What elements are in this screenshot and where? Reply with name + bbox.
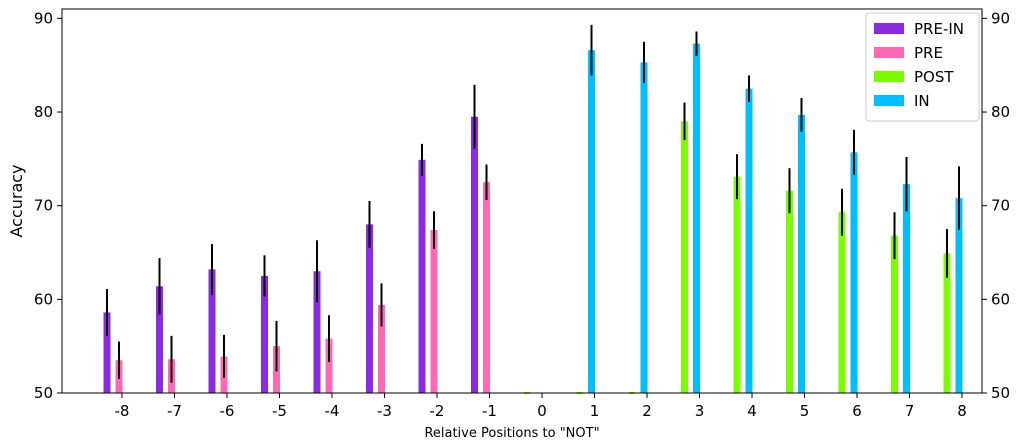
bar-pre-in--8 xyxy=(103,312,111,393)
x-tick-label--5: -5 xyxy=(272,402,287,420)
x-tick-label--8: -8 xyxy=(115,402,130,420)
error-bars-layer xyxy=(106,24,960,383)
bar-post-7 xyxy=(891,235,898,393)
x-tick-label--7: -7 xyxy=(167,402,182,420)
bar-pre--4 xyxy=(325,338,333,393)
bar-post-4 xyxy=(733,176,741,393)
x-tick-label-0: 0 xyxy=(537,402,547,420)
legend-label-post: POST xyxy=(914,68,954,86)
right-tick-label-60: 60 xyxy=(991,290,1010,308)
bar-pre--2 xyxy=(430,230,438,393)
x-tick-label-8: 8 xyxy=(957,402,967,420)
x-tick-label-7: 7 xyxy=(905,402,915,420)
bars-layer xyxy=(103,43,963,394)
bar-post-6 xyxy=(838,212,846,393)
bar-pre-in--5 xyxy=(261,275,268,393)
bar-pre--3 xyxy=(378,304,385,393)
bar-post-3 xyxy=(681,121,688,393)
legend-label-in: IN xyxy=(914,92,930,110)
bar-pre-in--3 xyxy=(366,224,373,393)
bar-pre-in--1 xyxy=(471,116,478,394)
bar-pre--1 xyxy=(483,182,490,393)
right-tick-label-50: 50 xyxy=(991,384,1010,402)
left-tick-label-70: 70 xyxy=(34,197,53,215)
bar-in-3 xyxy=(693,43,700,394)
legend-label-pre: PRE xyxy=(914,44,943,62)
bar-in-8 xyxy=(955,198,963,393)
legend-swatch-post xyxy=(874,71,904,82)
bar-in-4 xyxy=(745,88,753,394)
right-tick-label-70: 70 xyxy=(991,197,1010,215)
left-tick-label-50: 50 xyxy=(34,384,53,402)
left-tick-label-80: 80 xyxy=(34,103,53,121)
right-tick-label-80: 80 xyxy=(991,103,1010,121)
x-tick-label--1: -1 xyxy=(482,402,497,420)
x-tick-label--2: -2 xyxy=(430,402,445,420)
bar-pre-in--4 xyxy=(313,271,321,393)
bar-in-6 xyxy=(850,152,858,393)
x-tick-label--4: -4 xyxy=(325,402,340,420)
x-tick-label-5: 5 xyxy=(800,402,810,420)
right-y-axis: 50 60 70 80 90 xyxy=(982,9,1010,402)
legend-label-pre-in: PRE-IN xyxy=(914,20,964,38)
bar-in-5 xyxy=(798,114,805,394)
right-tick-label-90: 90 xyxy=(991,9,1010,27)
x-tick-label-1: 1 xyxy=(590,402,600,420)
left-y-axis: 50 60 70 80 90 xyxy=(34,9,62,402)
bar-pre-in--6 xyxy=(208,269,216,393)
legend-swatch-in xyxy=(874,95,904,106)
legend: PRE-IN PRE POST IN xyxy=(865,12,980,122)
bar-pre-in--2 xyxy=(418,159,426,393)
bar-post-8 xyxy=(943,253,951,393)
x-tick-label-4: 4 xyxy=(747,402,757,420)
x-tick-label--3: -3 xyxy=(377,402,392,420)
x-tick-label-2: 2 xyxy=(642,402,652,420)
x-axis-label: Relative Positions to "NOT" xyxy=(424,426,599,441)
x-tick-label-3: 3 xyxy=(695,402,705,420)
bar-in-2 xyxy=(640,62,648,393)
x-tick-label--6: -6 xyxy=(220,402,235,420)
legend-swatch-pre xyxy=(874,47,904,58)
legend-box xyxy=(865,12,980,122)
plot-frame xyxy=(61,8,983,394)
left-tick-label-60: 60 xyxy=(34,290,53,308)
x-axis: -8 -7 -6 -5 -4 -3 -2 -1 0 1 2 3 4 5 6 7 8 xyxy=(115,393,967,420)
y-axis-label: Accuracy xyxy=(7,164,26,237)
bar-post-5 xyxy=(786,190,793,393)
bar-in-7 xyxy=(903,184,910,393)
x-tick-label-6: 6 xyxy=(852,402,862,420)
left-tick-label-90: 90 xyxy=(34,9,53,27)
bar-in-1 xyxy=(588,50,595,394)
bar-pre-in--7 xyxy=(156,286,163,393)
legend-swatch-pre-in xyxy=(874,23,904,34)
